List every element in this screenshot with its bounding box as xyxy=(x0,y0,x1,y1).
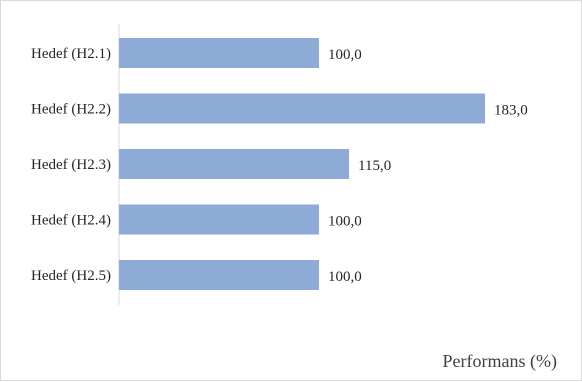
bar-value-label: 100,0 xyxy=(328,269,362,285)
bar-value-label: 183,0 xyxy=(494,103,528,119)
category-tick-label: Hedef (H2.5) xyxy=(31,268,111,284)
x-axis-title: Performans (%) xyxy=(443,351,557,372)
bar-value-label: 100,0 xyxy=(328,214,362,230)
bar-group: Hedef (H2.1) 100,0 Hedef (H2.2) 183,0 Hedef … xyxy=(31,38,528,290)
bar-value-label: 115,0 xyxy=(358,158,391,174)
bar xyxy=(119,204,319,235)
bar xyxy=(119,38,319,68)
category-tick-label: Hedef (H2.1) xyxy=(31,46,111,62)
bar xyxy=(119,93,485,124)
category-tick-label: Hedef (H2.3) xyxy=(31,157,111,173)
bar xyxy=(119,149,349,179)
bar-value-label: 100,0 xyxy=(328,47,362,63)
bar xyxy=(119,260,319,290)
category-tick-label: Hedef (H2.2) xyxy=(31,102,111,118)
category-tick-label: Hedef (H2.4) xyxy=(31,213,111,229)
